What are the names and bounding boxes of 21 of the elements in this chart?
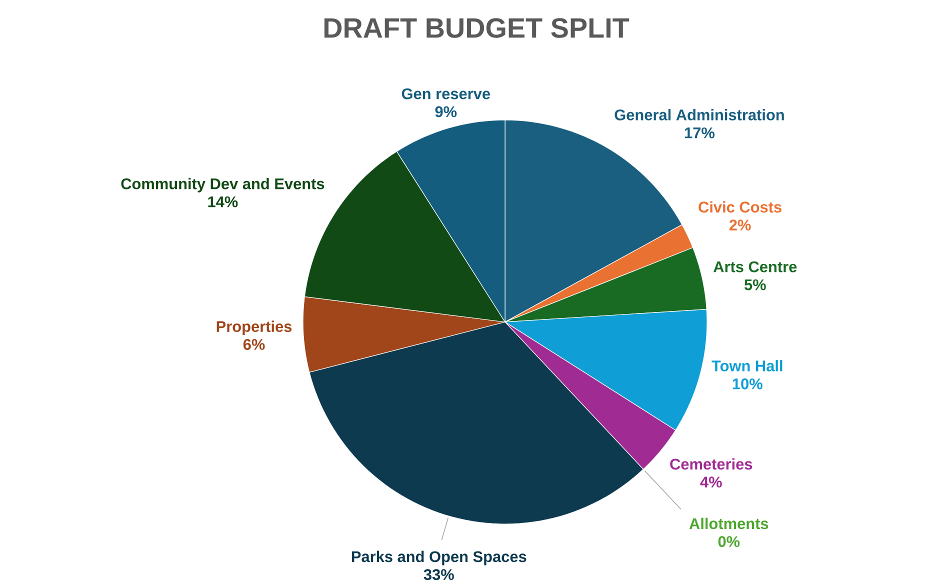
- data-label: 33%: [424, 569, 454, 580]
- slice-label: Community Dev and Events: [121, 178, 324, 192]
- text: 0%: [718, 536, 740, 548]
- slice-label: Town Hall: [712, 360, 782, 372]
- slice-label: Parks and Open Spaces: [352, 550, 526, 566]
- chart-title: DRAFT BUDGET SPLIT: [324, 18, 630, 38]
- category-label: Allotments: [689, 518, 768, 530]
- slice-label: Cemeteries: [670, 458, 752, 470]
- data-label: 10%: [732, 378, 762, 390]
- slice-label: General Administration: [614, 109, 784, 120]
- slice-label: Properties: [216, 320, 292, 336]
- slice-label: Gen reserve: [402, 88, 490, 100]
- data-label: 17%: [685, 127, 715, 138]
- data-label: 9%: [435, 106, 457, 118]
- data-label: 14%: [208, 196, 238, 208]
- data-label: 2%: [729, 220, 751, 231]
- slice-label: Civic Costs: [698, 201, 782, 213]
- data-label: 6%: [243, 339, 265, 350]
- data-label: 5%: [744, 279, 766, 290]
- slice-label: Arts Centre: [714, 261, 797, 272]
- data-label: 4%: [700, 476, 722, 488]
